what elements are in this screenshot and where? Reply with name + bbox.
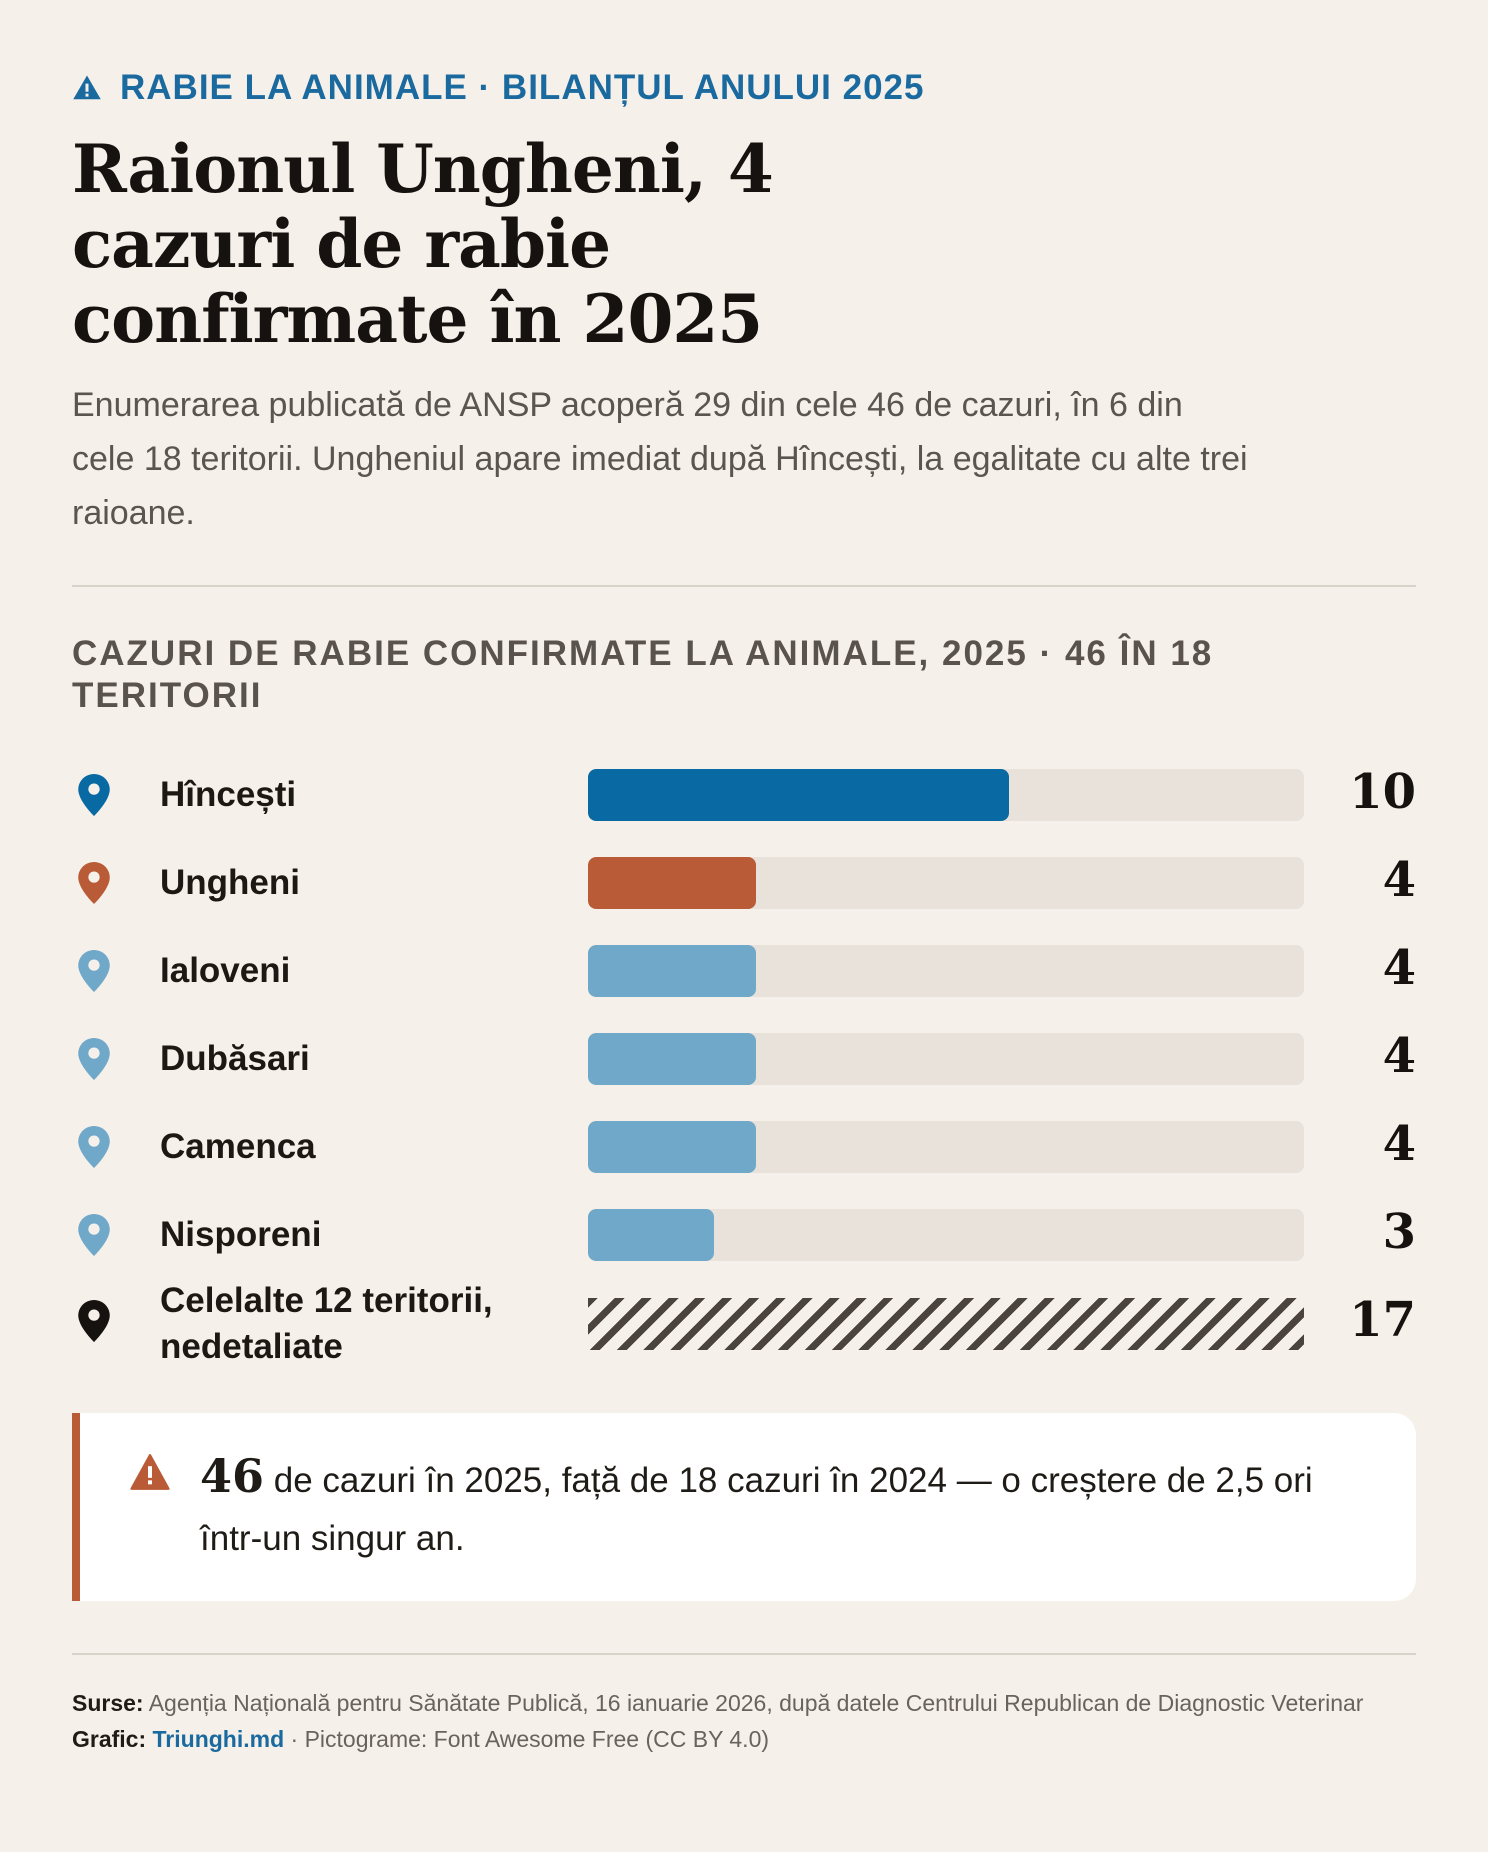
bar-track xyxy=(588,1209,1304,1261)
callout-box: 46 de cazuri în 2025, față de 18 cazuri … xyxy=(72,1413,1416,1601)
bar-track xyxy=(588,769,1304,821)
callout-body: de cazuri în 2025, față de 18 cazuri în … xyxy=(200,1461,1313,1558)
map-pin-icon xyxy=(78,950,110,992)
value-label: 4 xyxy=(1382,1028,1416,1084)
map-pin-icon xyxy=(78,1038,110,1080)
bar xyxy=(588,1121,756,1173)
map-pin-icon xyxy=(78,1214,110,1256)
bar xyxy=(588,1298,1304,1350)
brand-link[interactable]: Triunghi.md xyxy=(152,1726,285,1752)
value-label: 4 xyxy=(1382,940,1416,996)
chart-row: Ialoveni 4 xyxy=(0,928,1488,1014)
divider xyxy=(72,585,1416,587)
map-pin-icon xyxy=(78,774,110,816)
chart-row: Camenca 4 xyxy=(0,1104,1488,1190)
bar-track xyxy=(588,857,1304,909)
value-label: 3 xyxy=(1382,1204,1416,1260)
credits-line: Grafic: Triunghi.md · Pictograme: Font A… xyxy=(72,1721,1416,1757)
chart-row: Ungheni 4 xyxy=(0,840,1488,926)
category-label: Ungheni xyxy=(160,863,300,902)
bar-track xyxy=(588,945,1304,997)
map-pin-icon xyxy=(78,862,110,904)
callout-text: 46 de cazuri în 2025, față de 18 cazuri … xyxy=(200,1447,1320,1568)
value-label: 17 xyxy=(1349,1292,1416,1348)
value-label: 10 xyxy=(1349,764,1416,820)
bar-track xyxy=(588,1121,1304,1173)
chart-row: Hîncești 10 xyxy=(0,752,1488,838)
value-label: 4 xyxy=(1382,852,1416,908)
category-label: Hîncești xyxy=(160,775,297,814)
kicker: RABIE LA ANIMALE · BILANȚUL ANULUI 2025 xyxy=(72,68,925,108)
chart-title: CAZURI DE RABIE CONFIRMATE LA ANIMALE, 2… xyxy=(72,634,1214,715)
category-label: Ialoveni xyxy=(160,951,291,990)
category-label: Dubăsari xyxy=(160,1039,310,1078)
callout-number: 46 xyxy=(200,1449,265,1503)
bar xyxy=(588,1209,714,1261)
map-pin-icon xyxy=(78,1126,110,1168)
warning-triangle-icon xyxy=(73,75,101,100)
headline: Raionul Ungheni, 4 cazuri de rabie confi… xyxy=(72,130,774,358)
sources-line: Surse: Agenția Națională pentru Sănătate… xyxy=(72,1685,1416,1721)
warning-triangle-icon xyxy=(130,1454,170,1490)
bar xyxy=(588,1033,756,1085)
sources-label: Surse: xyxy=(72,1690,144,1716)
bar-track xyxy=(588,1033,1304,1085)
chart-row: Celelalte 12 teritorii, nedetaliate 17 xyxy=(0,1278,1488,1366)
divider xyxy=(72,1653,1416,1655)
category-label: Nisporeni xyxy=(160,1215,322,1254)
map-pin-icon xyxy=(78,1300,110,1342)
value-label: 4 xyxy=(1382,1116,1416,1172)
kicker-text: RABIE LA ANIMALE · BILANȚUL ANULUI 2025 xyxy=(120,68,925,107)
bar xyxy=(588,945,756,997)
dek: Enumerarea publicată de ANSP acoperă 29 … xyxy=(72,386,1248,532)
footer: Surse: Agenția Națională pentru Sănătate… xyxy=(72,1685,1416,1757)
chart-row: Nisporeni 3 xyxy=(0,1192,1488,1278)
icons-credit: · Pictograme: Font Awesome Free (CC BY 4… xyxy=(284,1726,770,1752)
category-label: Camenca xyxy=(160,1127,316,1166)
bar xyxy=(588,857,756,909)
bar-track xyxy=(588,1298,1304,1350)
category-label: Celelalte 12 teritorii, nedetaliate xyxy=(160,1281,493,1366)
graphic-label: Grafic: xyxy=(72,1726,147,1752)
sources-text: Agenția Națională pentru Sănătate Public… xyxy=(143,1690,1364,1716)
bar xyxy=(588,769,1009,821)
chart-row: Dubăsari 4 xyxy=(0,1016,1488,1102)
